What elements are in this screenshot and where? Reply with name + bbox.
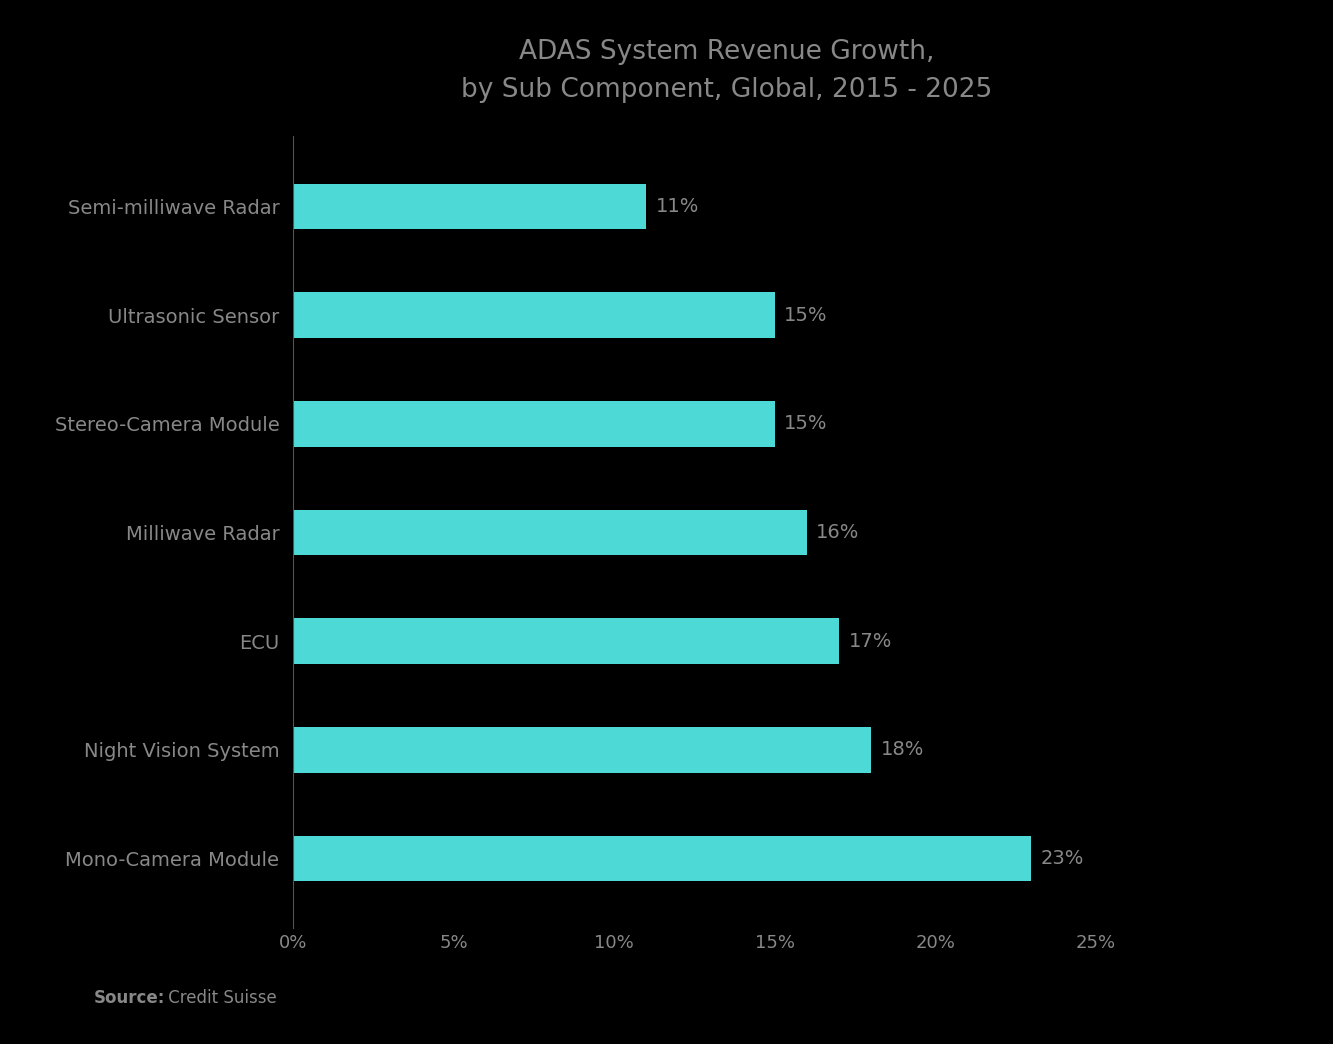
Text: 16%: 16%	[816, 523, 860, 542]
Text: 23%: 23%	[1041, 849, 1084, 868]
Text: Credit Suisse: Credit Suisse	[163, 990, 276, 1007]
Bar	[293, 727, 870, 773]
Bar	[293, 509, 806, 555]
Bar	[293, 401, 774, 447]
Bar	[293, 835, 1032, 881]
Text: Source:: Source:	[93, 990, 165, 1007]
Bar	[293, 618, 838, 664]
Bar	[293, 292, 774, 338]
Bar	[293, 184, 647, 230]
Text: 17%: 17%	[848, 632, 892, 650]
Title: ADAS System Revenue Growth,
by Sub Component, Global, 2015 - 2025: ADAS System Revenue Growth, by Sub Compo…	[461, 39, 992, 102]
Text: 11%: 11%	[656, 197, 700, 216]
Text: 18%: 18%	[881, 740, 924, 759]
Text: 15%: 15%	[784, 414, 828, 433]
Text: 15%: 15%	[784, 306, 828, 325]
